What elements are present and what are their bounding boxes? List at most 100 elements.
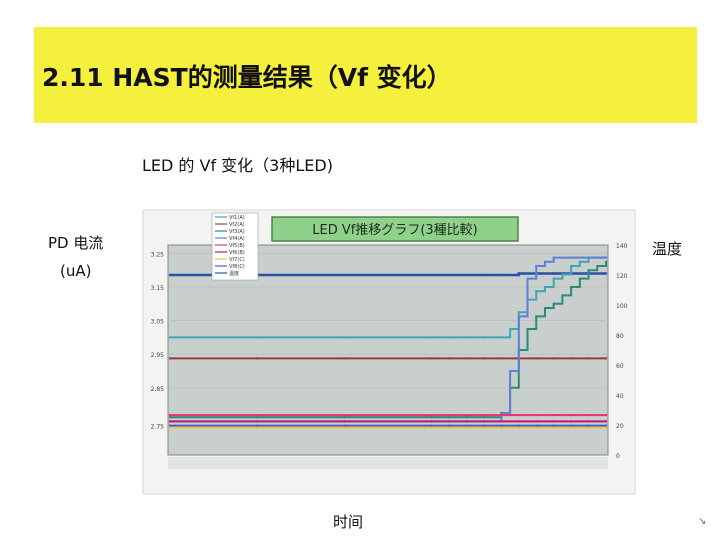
y-tick-label: 2.75: [151, 424, 165, 431]
data-point: [587, 413, 590, 417]
data-point: [430, 424, 433, 427]
data-point: [500, 336, 503, 339]
data-point: [168, 416, 172, 419]
title-banner: 2.11 HAST的测量结果（Vf 变化）: [34, 27, 697, 123]
chart-subtitle: LED 的 Vf 变化（3种LED): [142, 156, 333, 175]
data-point: [465, 416, 468, 419]
data-point: [569, 256, 573, 259]
data-point: [500, 426, 503, 429]
data-point: [569, 264, 573, 268]
data-point: [430, 273, 433, 277]
data-point: [482, 420, 486, 423]
data-point: [482, 416, 486, 419]
y2-tick-label: 40: [616, 393, 624, 400]
data-point: [256, 413, 259, 417]
x-axis-title: 时间: [333, 513, 364, 531]
legend-label: Vf1(A): [229, 215, 245, 221]
y2-tick-label: 140: [616, 243, 628, 250]
data-point: [465, 273, 468, 277]
data-point: [535, 413, 538, 417]
y-tick-label: 3.05: [151, 319, 165, 326]
data-point: [482, 336, 486, 339]
data-point: [343, 357, 346, 360]
data-point: [256, 426, 259, 429]
data-point: [517, 413, 520, 417]
data-point: [517, 426, 520, 429]
data-point: [500, 273, 503, 277]
data-point: [482, 273, 486, 277]
legend-label: Vf6(B): [229, 250, 245, 256]
legend-label: 温度: [229, 270, 239, 277]
y-tick-label: 3.15: [151, 285, 165, 292]
data-point: [447, 424, 451, 427]
chart-title: LED Vf推移グラフ(3種比較): [312, 222, 477, 238]
data-point: [517, 315, 520, 318]
data-point: [430, 426, 433, 429]
legend-label: Vf2(A): [229, 222, 245, 228]
data-point: [168, 357, 172, 360]
data-point: [604, 413, 608, 417]
data-point: [343, 426, 346, 429]
data-point: [482, 424, 486, 427]
data-point: [343, 336, 346, 339]
data-point: [168, 424, 172, 427]
data-point: [587, 269, 590, 272]
data-point: [552, 256, 555, 259]
data-point: [587, 256, 590, 259]
data-point: [604, 357, 608, 360]
slide-title: 2.11 HAST的测量结果（Vf 变化）: [42, 63, 452, 92]
data-point: [256, 424, 259, 427]
chart-title-box: [271, 216, 519, 242]
data-point: [168, 413, 172, 417]
data-point: [343, 420, 346, 423]
right-axis-title: 温度: [652, 240, 683, 258]
y2-tick-label: 80: [616, 333, 624, 340]
data-point: [517, 424, 520, 427]
data-point: [604, 260, 608, 263]
data-point: [535, 290, 538, 293]
x-axis-strip: [168, 457, 608, 469]
data-point: [569, 413, 573, 417]
data-point: [430, 416, 433, 419]
page-corner-mark: ↘: [698, 516, 707, 527]
data-point: [482, 413, 486, 417]
data-point: [587, 420, 590, 423]
data-point: [256, 357, 259, 360]
legend-label: Vf3(A): [229, 229, 245, 235]
data-point: [343, 416, 346, 419]
data-point: [604, 426, 608, 429]
data-point: [552, 272, 555, 275]
data-point: [604, 256, 608, 259]
data-point: [168, 273, 172, 277]
data-point: [569, 426, 573, 429]
data-point: [500, 413, 503, 417]
legend-label: Vf8(C): [229, 264, 245, 270]
data-point: [500, 411, 503, 415]
data-point: [500, 424, 503, 427]
data-point: [465, 357, 468, 360]
data-point: [447, 357, 451, 360]
data-point: [168, 420, 172, 423]
y2-tick-label: 20: [616, 423, 624, 430]
data-point: [500, 357, 503, 360]
data-point: [552, 426, 555, 429]
y2-tick-label: 120: [616, 273, 628, 280]
data-point: [256, 336, 259, 339]
data-point: [587, 357, 590, 360]
legend-label: Vf5(B): [229, 243, 245, 249]
data-point: [465, 413, 468, 417]
left-axis-unit: (uA): [60, 262, 92, 280]
data-point: [552, 424, 555, 427]
data-point: [535, 315, 538, 318]
data-point: [465, 424, 468, 427]
chart-frame: 3.25 3.15 3.05 2.95 2.85 2.75 140 120 100 80 60 40 2…: [140, 207, 640, 497]
y2-tick-label: 0: [616, 453, 620, 460]
data-point: [552, 302, 555, 305]
series-line: [170, 261, 607, 419]
legend-label: Vf4(A): [229, 236, 245, 242]
data-point: [517, 420, 520, 423]
data-point: [447, 336, 451, 339]
data-point: [482, 357, 486, 360]
left-axis-title: PD 电流: [48, 234, 104, 252]
data-point: [604, 272, 608, 275]
